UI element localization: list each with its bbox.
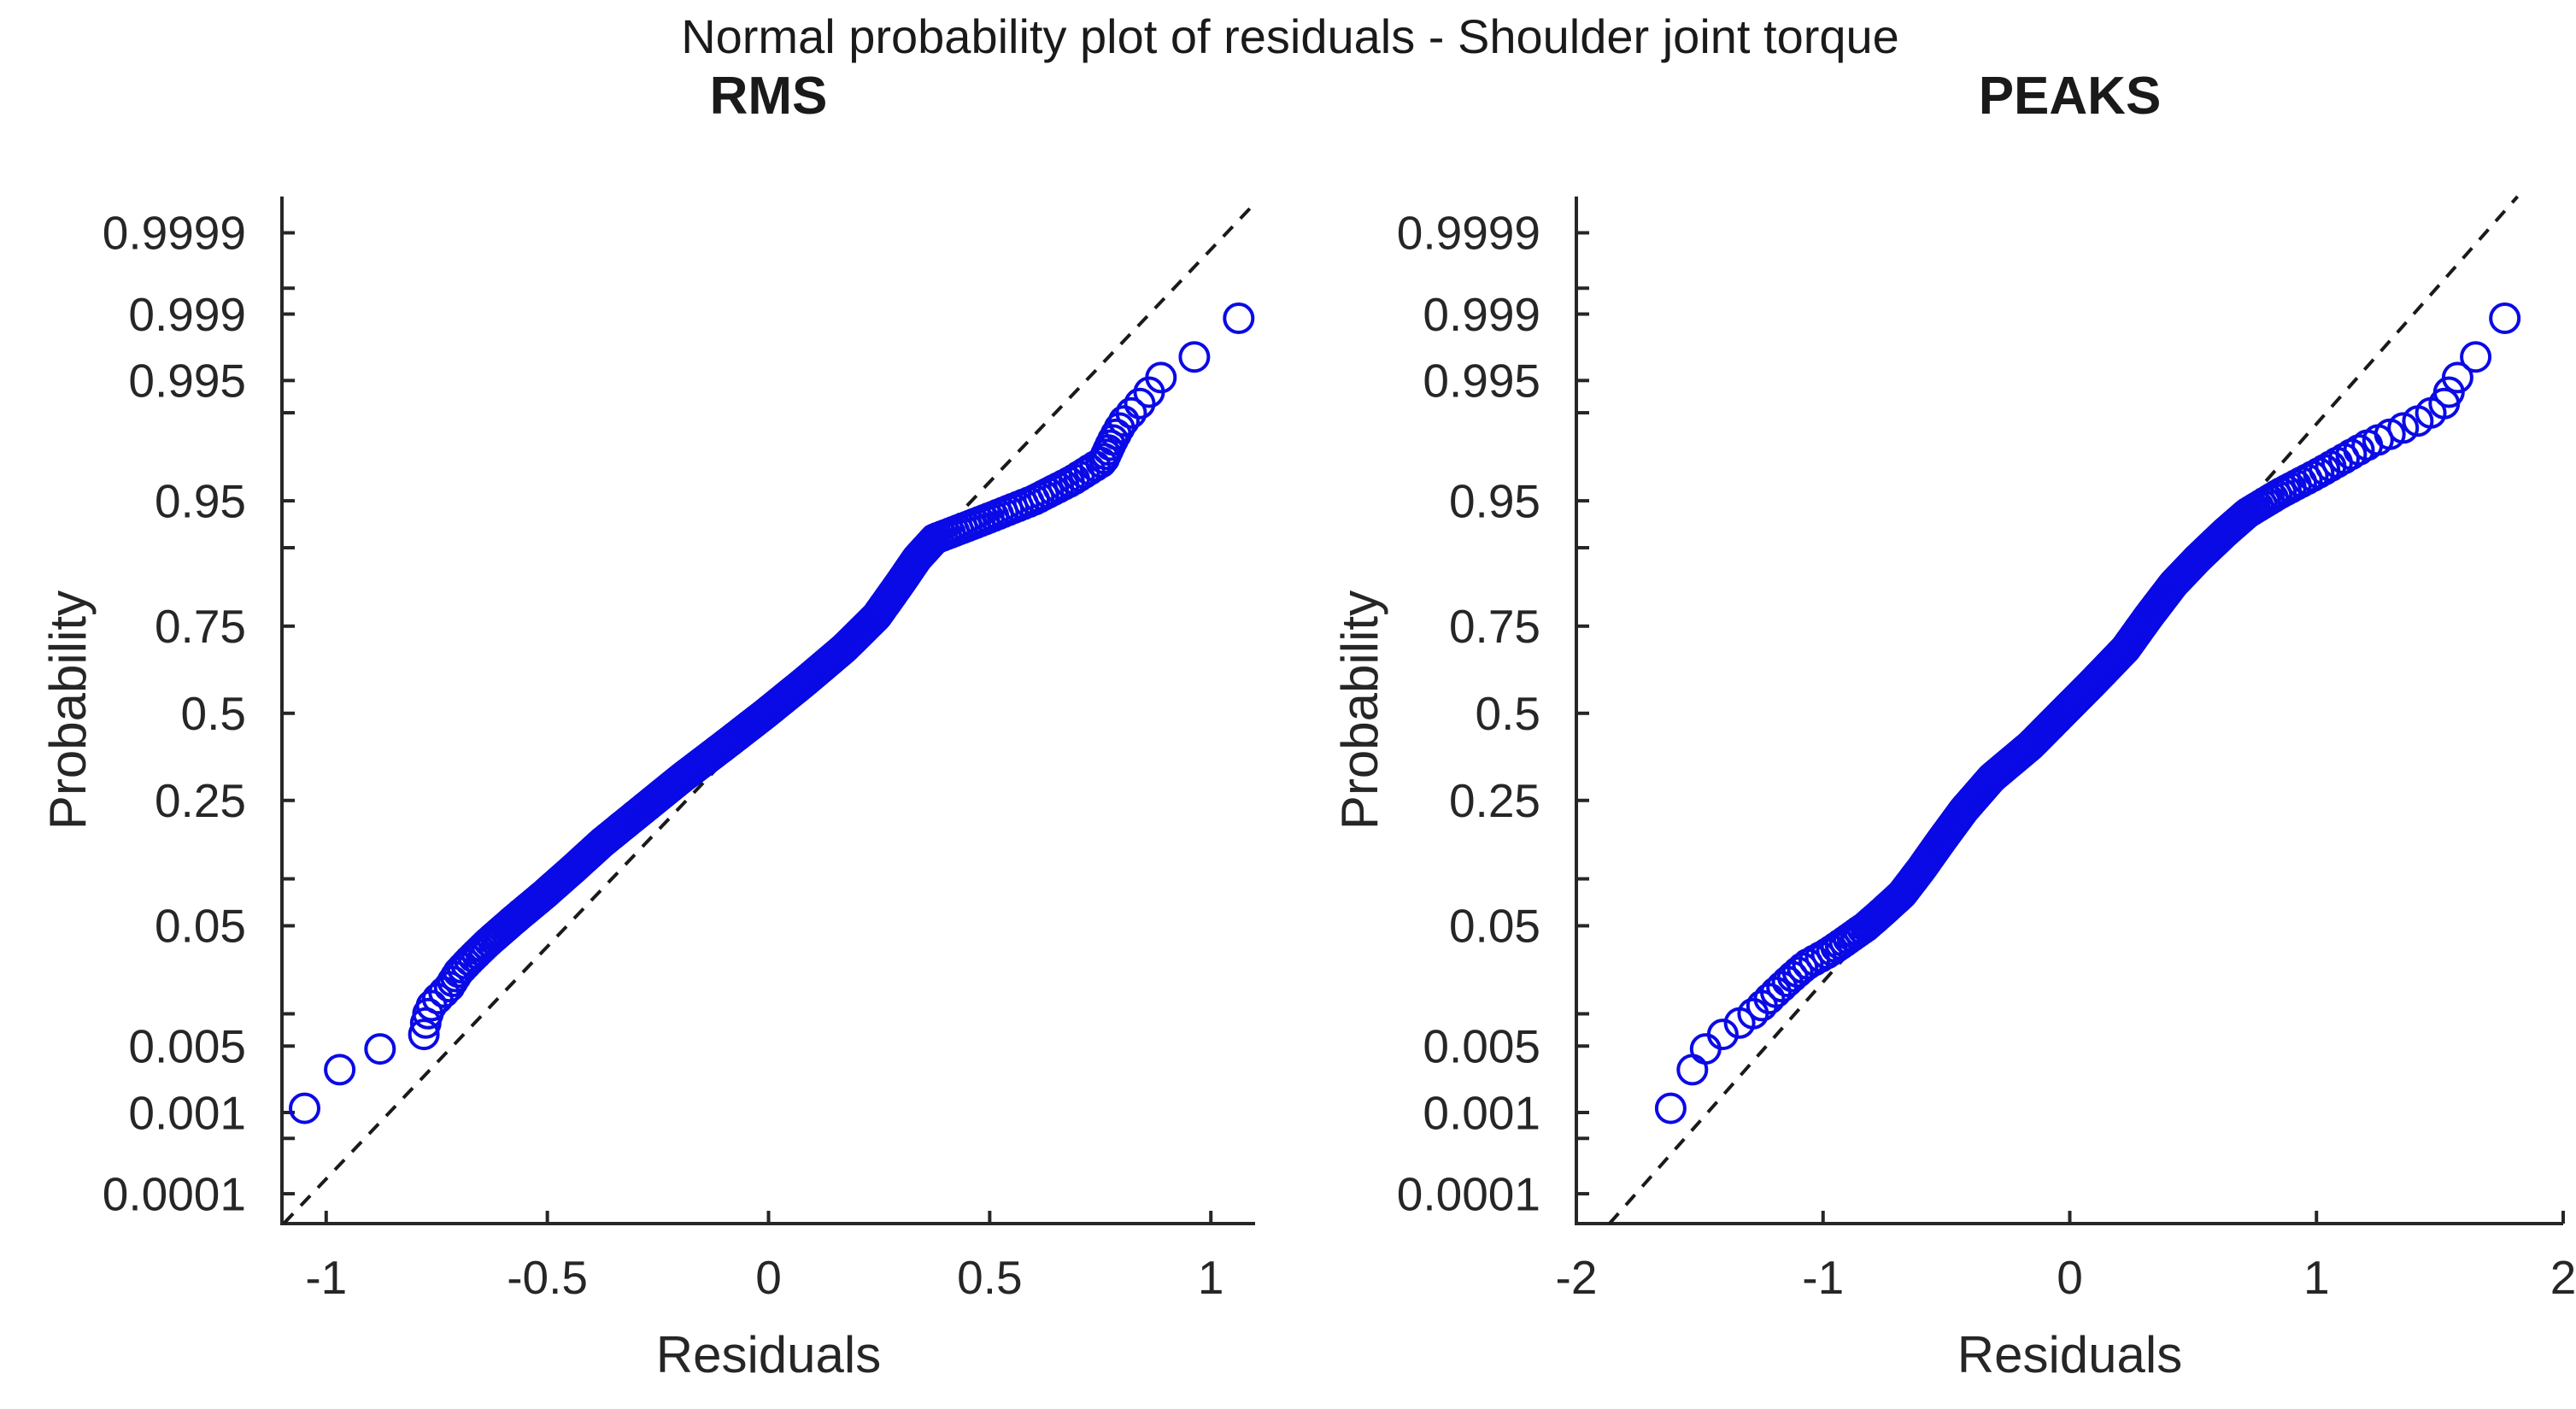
- probability-tick-label: 0.001: [1423, 1086, 1540, 1139]
- x-tick-label: -0.5: [507, 1251, 588, 1304]
- data-point-marker: [1760, 976, 1792, 1008]
- x-tick-label: -1: [1802, 1251, 1844, 1304]
- data-point-marker: [2387, 412, 2420, 444]
- x-tick-label: -1: [305, 1251, 347, 1304]
- subplot-peaks-title: PEAKS: [1979, 67, 2162, 126]
- data-point-marker: [1676, 1054, 1709, 1086]
- subplot-peaks: PEAKS Probability Residuals 0.00010.0010…: [1331, 67, 2576, 1383]
- probability-tick-label: 0.95: [1449, 474, 1540, 527]
- data-point-marker: [2441, 361, 2473, 394]
- data-point-marker: [1115, 396, 1147, 429]
- probability-tick-label: 0.995: [1423, 355, 1540, 408]
- x-tick-label: 0: [2057, 1251, 2083, 1304]
- data-point-marker: [364, 1033, 396, 1066]
- data-point-marker: [408, 1019, 440, 1051]
- probability-tick-label: 0.999: [1423, 288, 1540, 341]
- data-point-marker: [2489, 302, 2521, 334]
- probability-tick-label: 0.95: [155, 474, 246, 527]
- probability-tick-label: 0.0001: [103, 1167, 246, 1220]
- probability-tick-label: 0.9999: [103, 207, 246, 260]
- probability-tick-label: 0.25: [155, 774, 246, 827]
- probability-tick-label: 0.995: [128, 355, 246, 408]
- data-point-marker: [1706, 1019, 1739, 1051]
- x-tick-label: 0: [755, 1251, 782, 1304]
- probability-tick-label: 0.25: [1449, 774, 1540, 827]
- probability-tick-label: 0.9999: [1397, 207, 1540, 260]
- subplot-rms: RMS Probability Residuals 0.00010.0010.0…: [39, 67, 1257, 1383]
- data-point-marker: [1124, 387, 1156, 420]
- x-tick-label: 2: [2550, 1251, 2576, 1304]
- probability-tick-label: 0.5: [181, 687, 246, 740]
- data-point-marker: [2335, 438, 2368, 471]
- probability-tick-label: 0.001: [128, 1086, 246, 1139]
- subplot-rms-plot-area: 0.0001 0.001 0.005 0.05 0.25 0.5 0.75 0.95 0.995…: [103, 197, 1257, 1304]
- probability-tick-label: 0.05: [1449, 900, 1540, 953]
- subplot-peaks-x-axis-label: Residuals: [1957, 1326, 2182, 1383]
- data-point-marker: [1145, 361, 1177, 394]
- x-tick-label: 0.5: [957, 1251, 1022, 1304]
- data-point-marker: [1178, 341, 1211, 373]
- x-tick-label: 1: [1198, 1251, 1224, 1304]
- data-point-marker: [1654, 1092, 1687, 1124]
- data-point-marker: [2460, 341, 2492, 373]
- probability-tick-label: 0.0001: [1397, 1167, 1540, 1220]
- probability-tick-label: 0.05: [155, 900, 246, 953]
- data-point-marker: [1689, 1033, 1722, 1066]
- data-point-marker: [2328, 443, 2360, 475]
- reference-line: [1608, 195, 2520, 1225]
- subplot-peaks-y-axis-label: Probability: [1331, 590, 1388, 830]
- data-point-marker: [1223, 302, 1255, 334]
- probability-tick-label: 0.999: [128, 288, 246, 341]
- subplot-rms-y-axis-label: Probability: [39, 590, 97, 830]
- x-tick-label: 1: [2303, 1251, 2330, 1304]
- data-point-marker: [289, 1092, 320, 1124]
- data-point-marker: [324, 1054, 356, 1086]
- subplot-peaks-plot-area: 0.0001 0.001 0.005 0.05 0.25 0.5 0.75 0.95 0.995…: [1397, 195, 2576, 1304]
- data-points: [1654, 302, 2521, 1124]
- probability-tick-label: 0.005: [1423, 1019, 1540, 1072]
- data-point-marker: [1781, 956, 1814, 989]
- subplot-rms-title: RMS: [710, 67, 828, 126]
- subplot-rms-x-axis-label: Residuals: [656, 1326, 881, 1383]
- data-points: [289, 302, 1255, 1124]
- data-point-marker: [1107, 405, 1140, 437]
- probability-tick-label: 0.5: [1476, 687, 1540, 740]
- x-tick-label: -2: [1556, 1251, 1598, 1304]
- figure-title: Normal probability plot of residuals - S…: [681, 9, 1899, 63]
- probability-tick-label: 0.75: [155, 600, 246, 653]
- probability-tick-label: 0.005: [128, 1019, 246, 1072]
- probability-tick-label: 0.75: [1449, 600, 1540, 653]
